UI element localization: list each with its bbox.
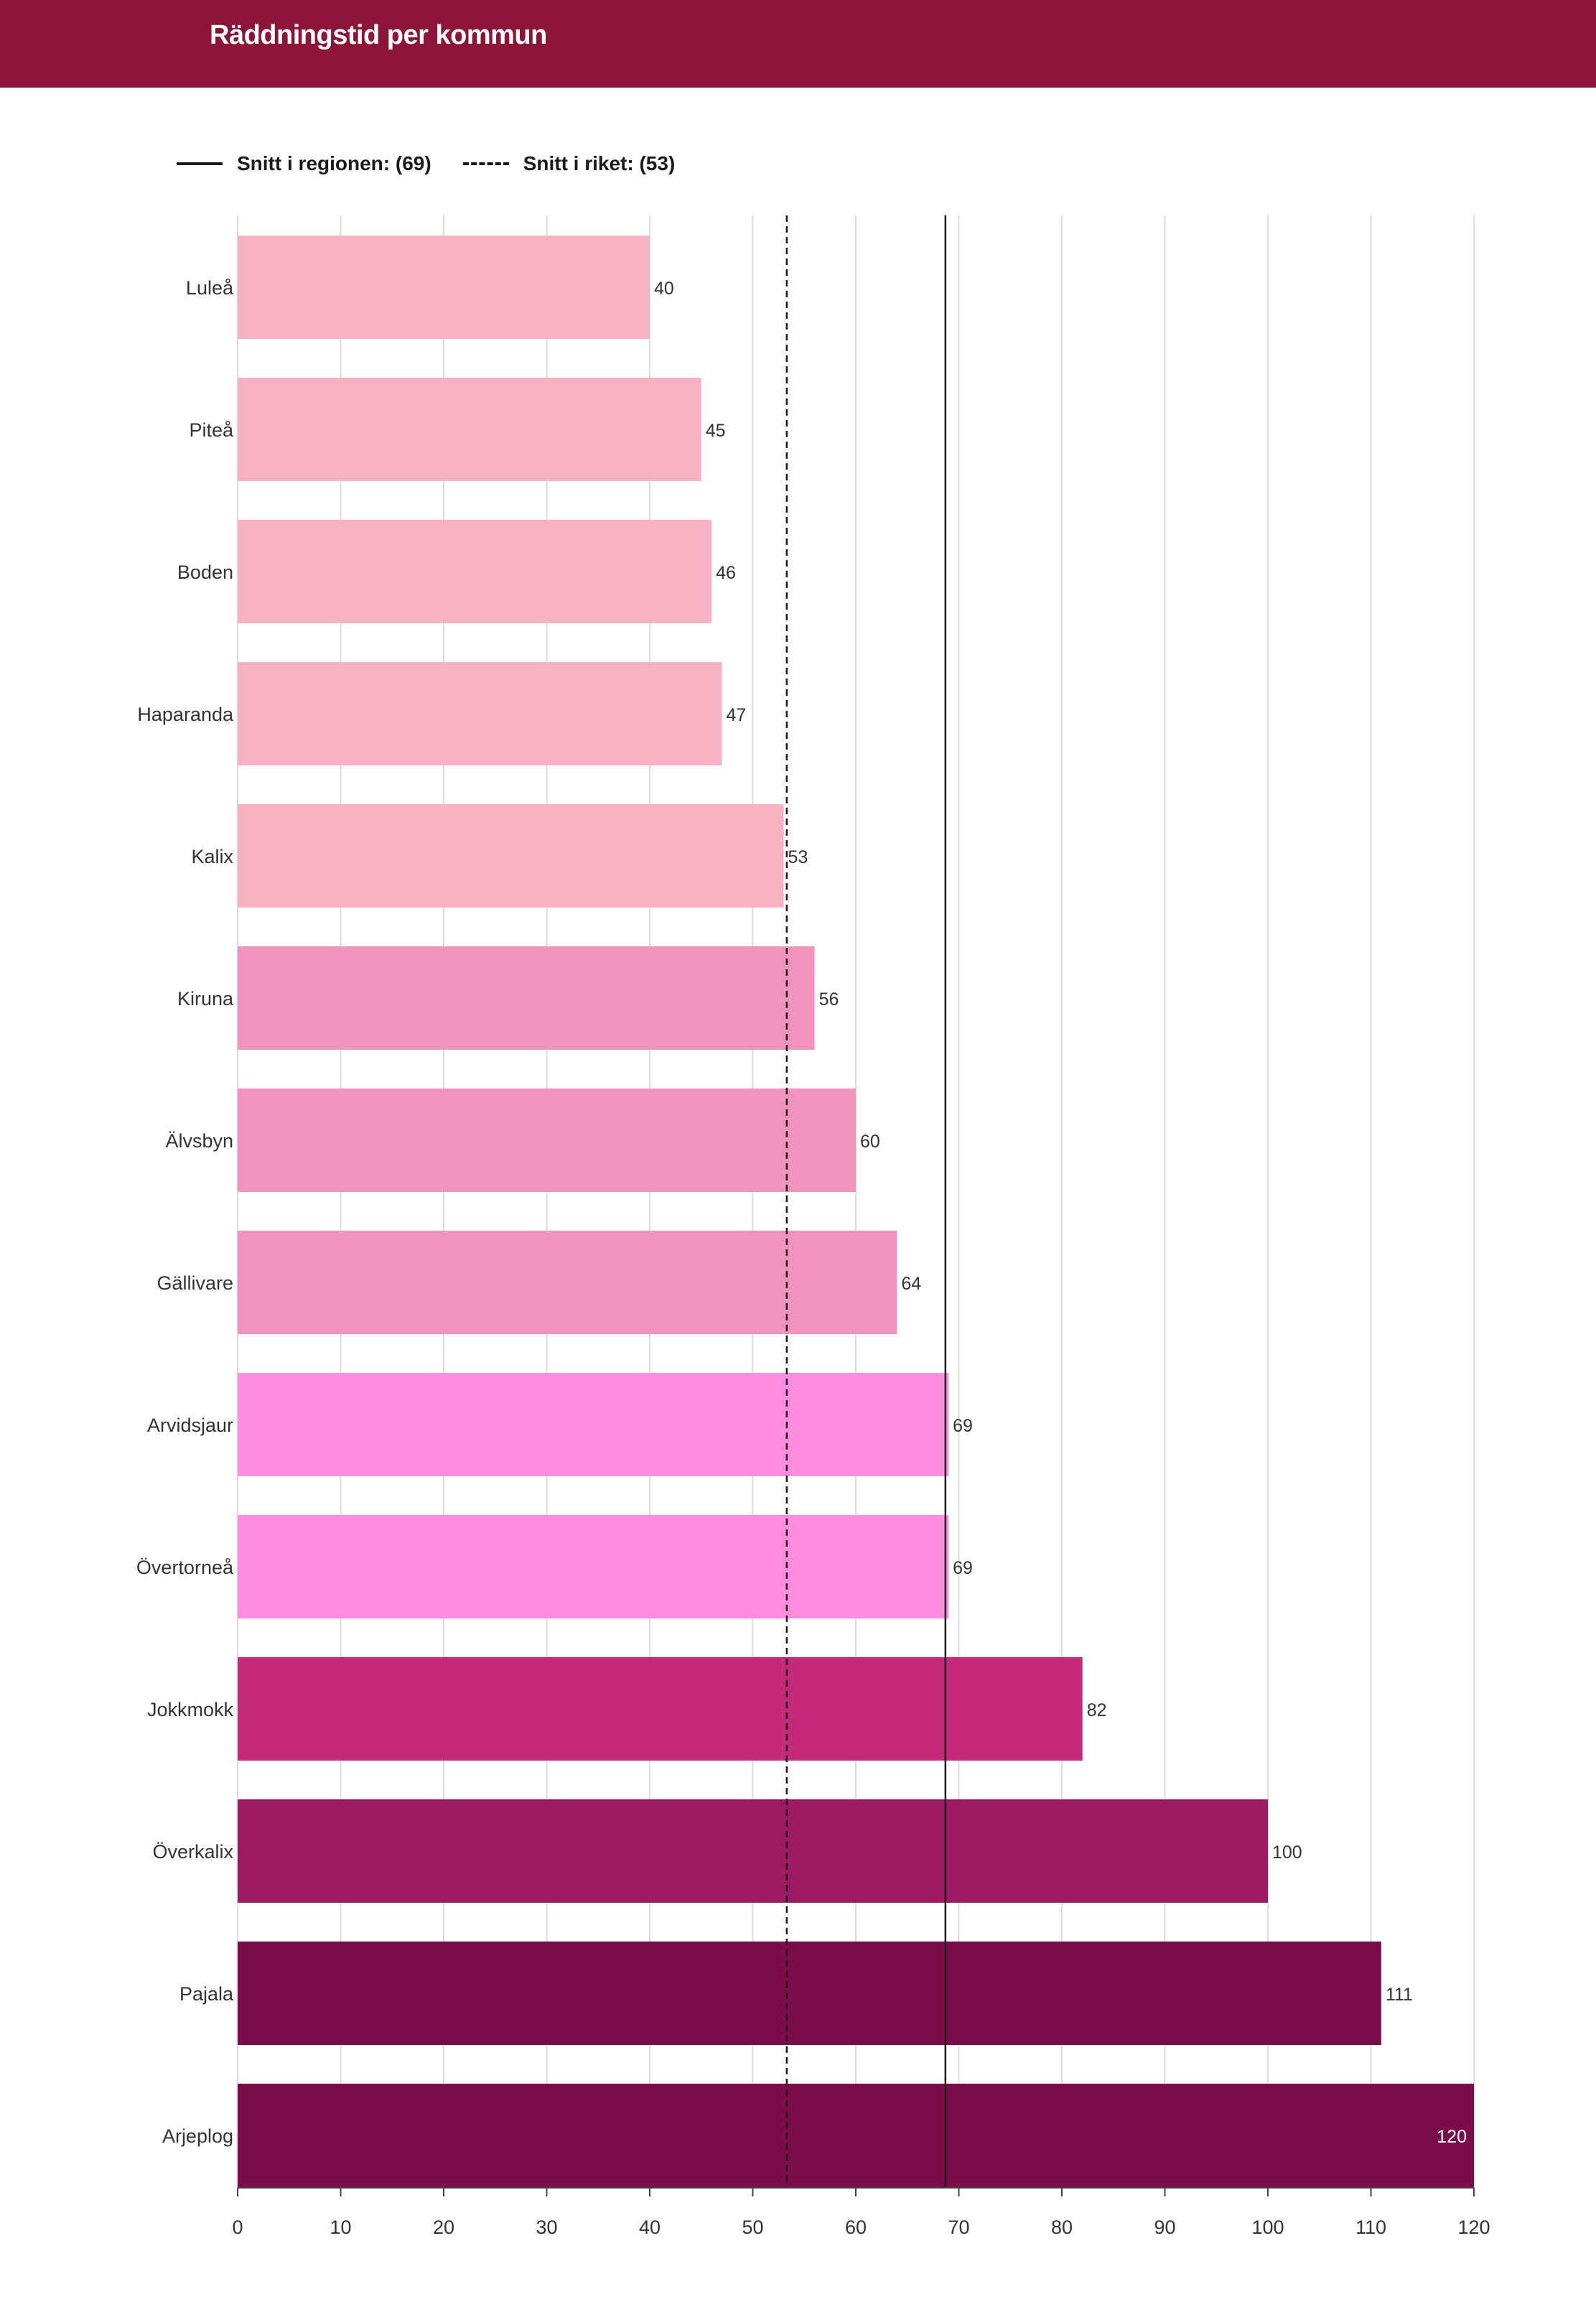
value-label-2: 46	[716, 563, 736, 583]
category-label-7: Gällivare	[157, 1272, 233, 1294]
x-tick-label-80: 80	[1051, 2217, 1073, 2238]
x-tick-label-120: 120	[1457, 2217, 1490, 2238]
bar-4	[238, 804, 784, 908]
category-label-2: Boden	[177, 561, 233, 583]
legend-label-nation: Snitt i riket: (53)	[523, 152, 676, 174]
value-label-9: 69	[953, 1558, 973, 1578]
value-label-0: 40	[654, 279, 674, 299]
value-label-3: 47	[726, 705, 746, 725]
bar-5	[238, 946, 815, 1050]
value-label-12: 111	[1386, 1985, 1413, 2005]
value-label-1: 45	[706, 421, 726, 441]
bar-2	[238, 520, 712, 623]
category-label-9: Övertorneå	[136, 1557, 234, 1578]
bar-10	[238, 1657, 1083, 1761]
value-label-6: 60	[860, 1132, 880, 1152]
category-label-1: Piteå	[189, 419, 234, 441]
category-label-4: Kalix	[191, 846, 233, 867]
x-tick-label-20: 20	[433, 2217, 454, 2238]
x-tick-label-110: 110	[1355, 2217, 1386, 2238]
legend-solid-line-swatch	[177, 162, 223, 165]
value-label-13: 120	[1437, 2127, 1467, 2147]
x-tick-label-0: 0	[232, 2217, 243, 2238]
page-title: Räddningstid per kommun	[210, 20, 547, 50]
bar-7	[238, 1231, 897, 1334]
chart-legend: Snitt i regionen: (69) Snitt i riket: (5…	[177, 147, 706, 180]
header-bar: Räddningstid per kommun	[0, 0, 1596, 88]
value-label-8: 69	[953, 1416, 973, 1436]
bar-6	[238, 1089, 856, 1192]
category-label-8: Arvidsjaur	[147, 1415, 233, 1436]
bar-12	[238, 1942, 1381, 2045]
value-label-4: 53	[788, 847, 808, 867]
x-tick-label-10: 10	[330, 2217, 351, 2238]
category-label-12: Pajala	[179, 1983, 234, 2005]
category-label-11: Överkalix	[152, 1841, 233, 1863]
bar-3	[238, 662, 722, 765]
x-tick-label-90: 90	[1154, 2217, 1175, 2238]
bar-1	[238, 378, 701, 481]
bar-9	[238, 1515, 949, 1618]
x-tick-label-30: 30	[536, 2217, 557, 2238]
category-label-3: Haparanda	[137, 704, 234, 725]
category-label-6: Älvsbyn	[165, 1130, 233, 1152]
value-label-5: 56	[819, 989, 839, 1010]
x-tick-label-50: 50	[742, 2217, 763, 2238]
legend-dashed-line-swatch	[462, 162, 509, 165]
value-label-10: 82	[1087, 1700, 1107, 1720]
bar-0	[238, 236, 650, 339]
x-tick-label-40: 40	[639, 2217, 661, 2238]
value-label-7: 64	[901, 1274, 921, 1294]
legend-item-nation: Snitt i riket: (53)	[462, 152, 676, 175]
legend-label-region: Snitt i regionen: (69)	[237, 152, 431, 174]
bar-8	[238, 1373, 949, 1476]
category-label-5: Kiruna	[177, 988, 234, 1010]
bar-13	[238, 2084, 1474, 2187]
x-tick-label-70: 70	[948, 2217, 969, 2238]
value-label-11: 100	[1272, 1842, 1302, 1863]
bar-11	[238, 1799, 1268, 1903]
category-label-13: Arjeplog	[162, 2125, 233, 2147]
legend-item-region: Snitt i regionen: (69)	[177, 152, 431, 175]
category-label-0: Luleå	[186, 277, 234, 299]
x-tick-label-60: 60	[845, 2217, 867, 2238]
x-tick-label-100: 100	[1251, 2217, 1284, 2238]
category-label-10: Jokkmokk	[147, 1699, 234, 1720]
